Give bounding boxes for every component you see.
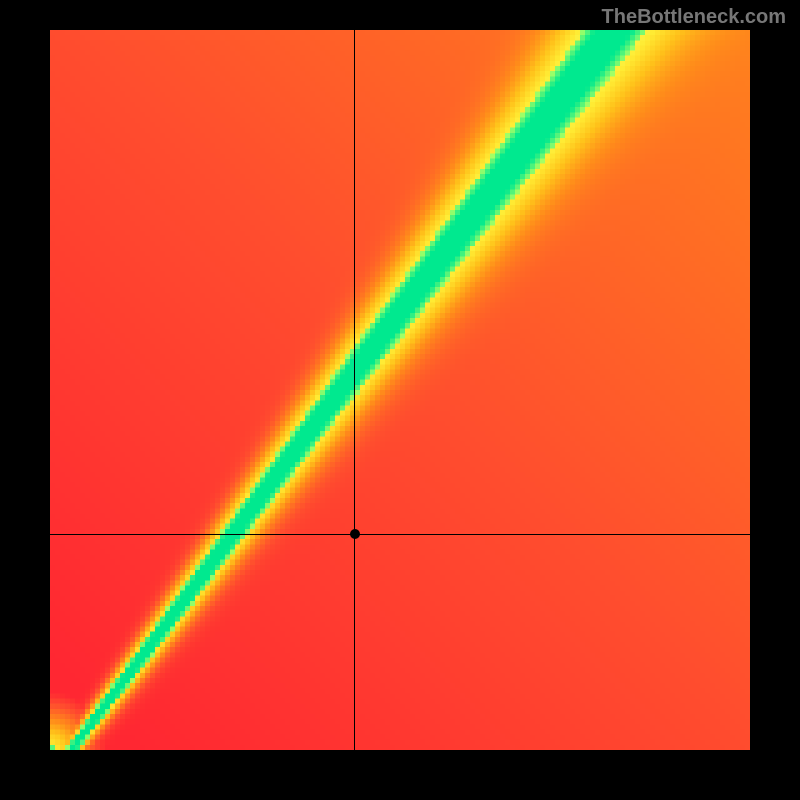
crosshair-horizontal [50,534,750,535]
marker-dot [350,529,360,539]
heatmap-canvas [50,30,750,750]
crosshair-vertical [354,30,355,750]
heatmap-plot [50,30,750,750]
watermark-label: TheBottleneck.com [602,6,786,29]
